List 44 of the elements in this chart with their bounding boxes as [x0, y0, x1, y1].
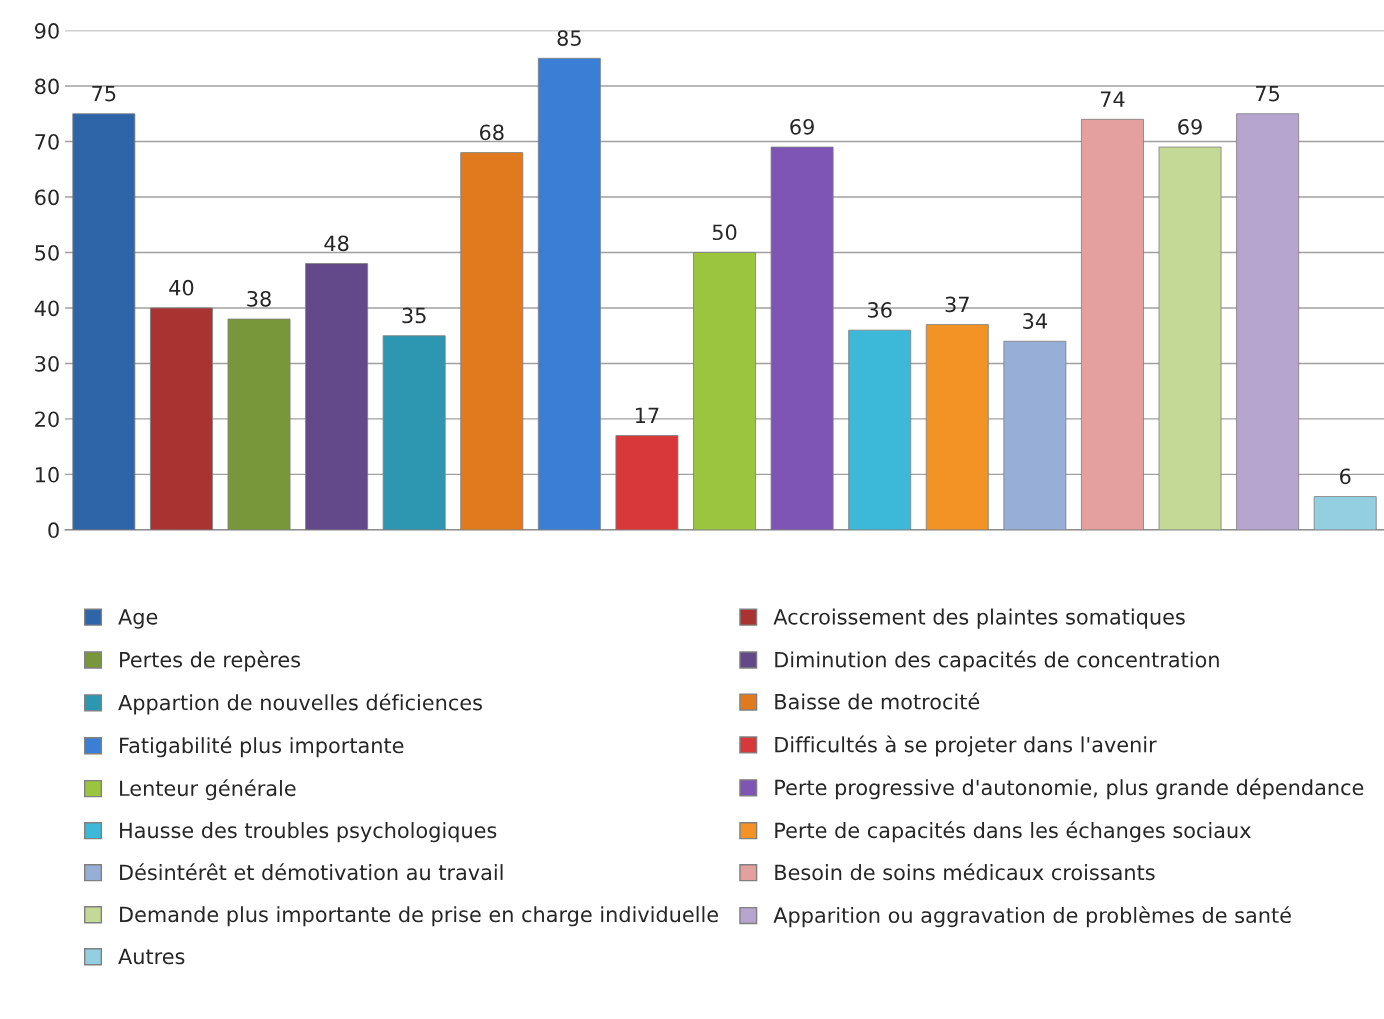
data-label: 34 [1023, 313, 1047, 329]
data-label: 38 [247, 290, 271, 307]
data-label: 74 [1100, 91, 1125, 107]
legend-label: Fatigabilité plus importante [120, 736, 404, 758]
y-tick-label: 10 [35, 466, 59, 483]
data-label: 17 [635, 407, 659, 423]
data-label: 36 [868, 302, 892, 318]
legend-label: Age [118, 609, 158, 629]
y-tick-label: 30 [35, 355, 59, 372]
data-label: 85 [557, 30, 581, 46]
data-label: 48 [324, 235, 349, 252]
data-label: 6 [1340, 468, 1351, 485]
legend-label: Autres [118, 948, 185, 965]
data-label: 69 [790, 118, 814, 135]
y-tick-label: 90 [34, 23, 59, 39]
legend-label: Accroissement des plaintes somatiques [773, 608, 1185, 629]
legend-label: Appartion de nouvelles déficiences [118, 693, 482, 715]
legend-label: Désintérêt et démotivation au travail [120, 863, 503, 881]
data-label: 40 [169, 279, 194, 296]
legend-label: Perte progressive d'autonomie, plus grande dépendance [775, 778, 1364, 800]
legend-label: Baisse de motrocité [775, 692, 980, 710]
data-label: 35 [402, 307, 426, 324]
y-tick-label: 50 [35, 244, 59, 261]
legend-label: Difficultés à se projeter dans l'avenir [775, 735, 1157, 757]
data-label: 68 [479, 124, 504, 141]
legend-label: Perte de capacités dans les échanges sociaux [775, 821, 1251, 843]
y-tick-label: 60 [35, 189, 59, 206]
y-tick-label: 40 [34, 300, 59, 317]
legend-label: Besoin de soins médicaux croissants [775, 863, 1155, 881]
legend-label: Diminution des capacités de concentration [775, 650, 1219, 672]
legend-label: Pertes de repères [120, 650, 301, 672]
data-label: 75 [1256, 85, 1280, 102]
y-tick-label: 70 [35, 133, 59, 150]
data-label: 50 [712, 224, 737, 241]
data-label: 75 [92, 85, 116, 102]
data-label: 37 [945, 296, 969, 313]
y-tick-label: 0 [48, 522, 59, 539]
legend-label: Hausse des troubles psychologiques [120, 822, 497, 843]
legend-label: Demande plus importante de prise en charge individuelle [120, 906, 718, 927]
legend-label: Apparition ou aggravation de problèmes de santé [773, 906, 1291, 928]
y-tick-label: 20 [35, 411, 59, 428]
data-label: 69 [1178, 118, 1202, 135]
legend-label: Lenteur générale [120, 779, 296, 801]
y-tick-label: 80 [35, 78, 59, 95]
